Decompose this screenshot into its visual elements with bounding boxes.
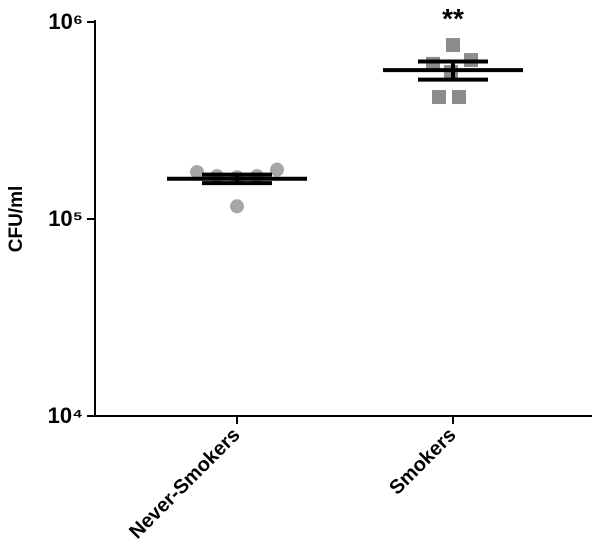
y-axis-label: CFU/ml xyxy=(6,186,27,253)
data-point xyxy=(230,199,244,214)
data-point xyxy=(432,90,446,105)
data-point xyxy=(190,165,204,180)
data-point xyxy=(446,38,460,53)
data-point xyxy=(452,90,466,105)
significance-annotation: ** xyxy=(442,3,464,34)
y-tick-label: 10⁵ xyxy=(48,206,83,231)
data-point xyxy=(270,162,284,177)
x-tick-label: Smokers xyxy=(385,424,460,499)
y-tick-label: 10⁶ xyxy=(48,9,83,34)
y-tick-label: 10⁴ xyxy=(48,403,83,428)
x-tick-label: Never-Smokers xyxy=(125,424,244,543)
